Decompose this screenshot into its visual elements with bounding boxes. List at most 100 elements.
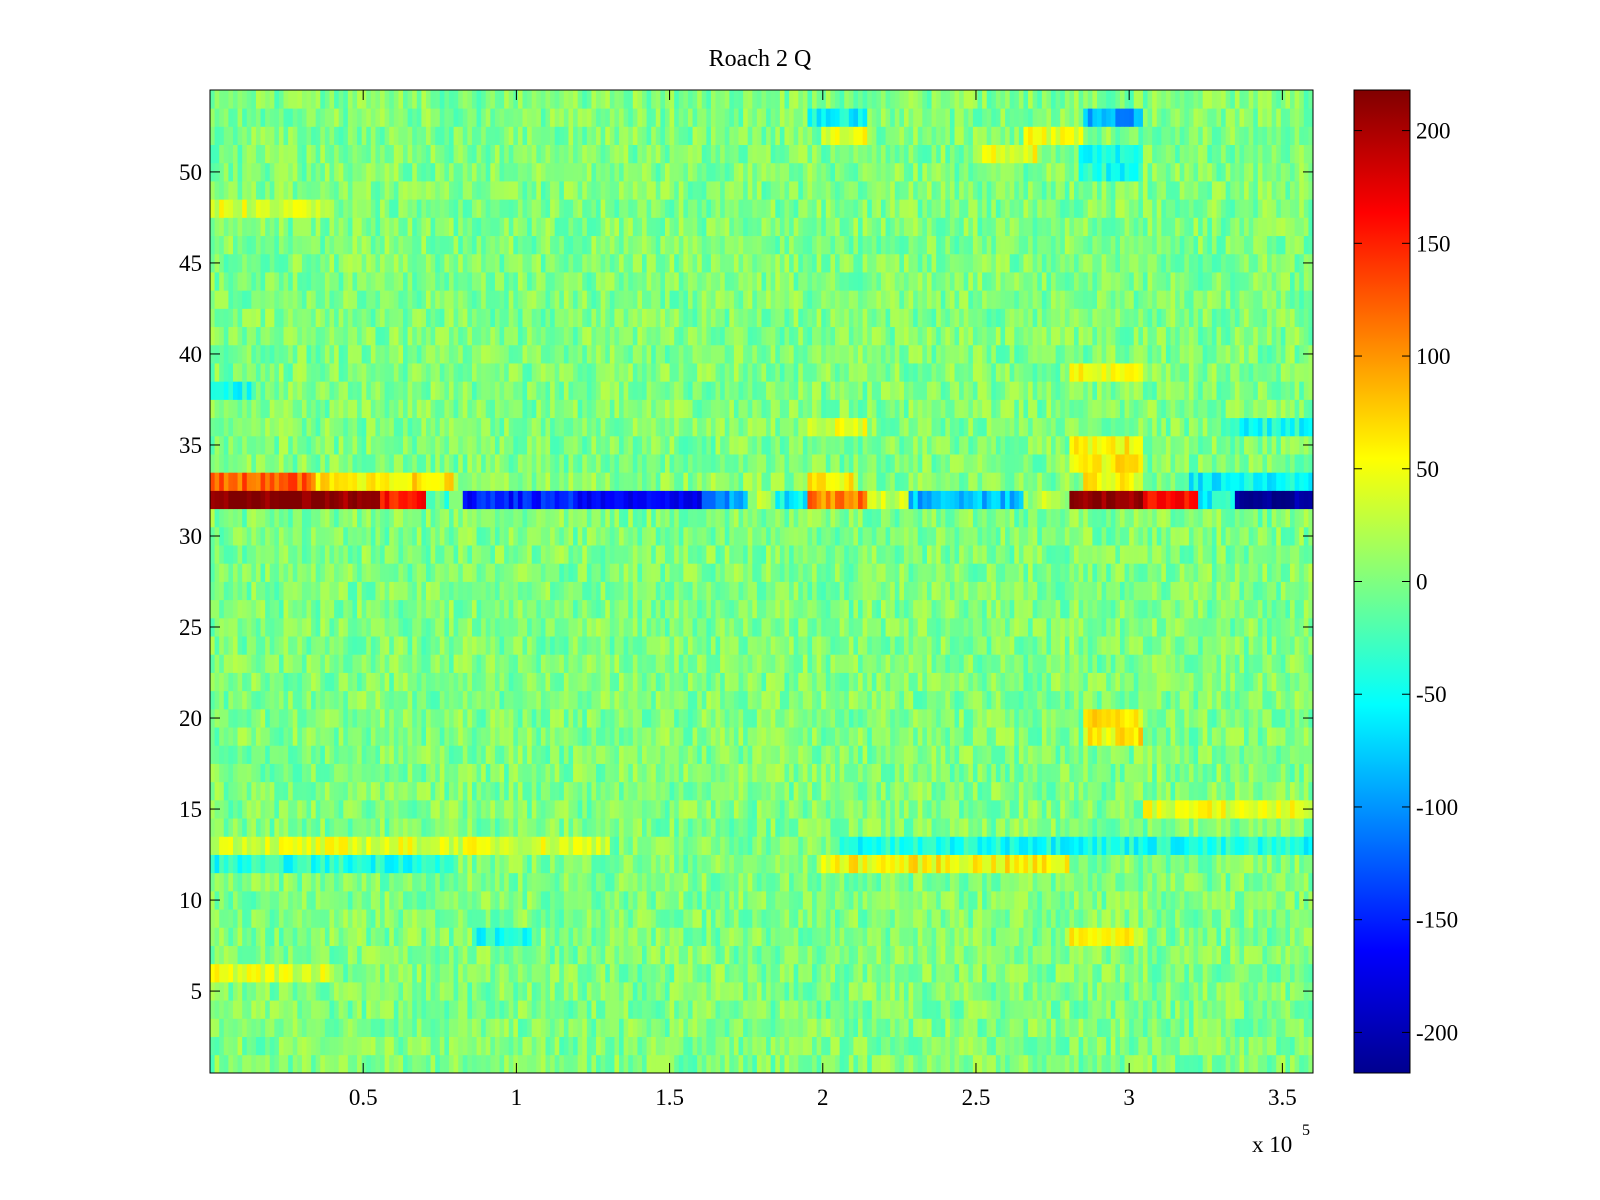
heatmap-cell [485, 1036, 491, 1056]
heatmap-cell [812, 781, 818, 801]
heatmap-cell [724, 854, 730, 874]
heatmap-cell [1051, 799, 1057, 819]
heatmap-cell [476, 927, 482, 946]
heatmap-cell [407, 727, 413, 746]
heatmap-cell [1106, 909, 1112, 928]
heatmap-cell [1023, 763, 1029, 783]
heatmap-cell [430, 981, 436, 1001]
heatmap-cell [623, 781, 629, 801]
heatmap-cell [963, 763, 969, 783]
heatmap-cell [389, 945, 395, 965]
heatmap-cell [320, 763, 326, 783]
heatmap-cell [573, 836, 579, 855]
heatmap-cell [1230, 909, 1236, 928]
heatmap-cell [738, 1000, 744, 1019]
heatmap-cell [995, 854, 1001, 874]
heatmap-cell [1087, 690, 1093, 710]
heatmap-cell [692, 981, 698, 1001]
heatmap-cell [1290, 745, 1296, 764]
heatmap-cell [1225, 818, 1231, 837]
heatmap-cell [536, 708, 542, 728]
heatmap-cell [228, 836, 234, 855]
heatmap-cell [1147, 745, 1153, 764]
heatmap-cell [1014, 1000, 1020, 1019]
heatmap-cell [821, 818, 827, 837]
heatmap-cell [352, 872, 358, 892]
heatmap-cell [793, 872, 799, 892]
heatmap-cell [1069, 708, 1075, 728]
heatmap-cell [237, 872, 243, 892]
heatmap-cell [844, 963, 850, 983]
heatmap-cell [972, 799, 978, 819]
heatmap-cell [481, 818, 487, 837]
heatmap-cell [940, 854, 946, 874]
heatmap-cell [297, 1000, 303, 1019]
heatmap-cell [499, 872, 505, 892]
heatmap-cell [835, 1018, 841, 1037]
heatmap-cell [605, 945, 611, 965]
heatmap-cell [1110, 745, 1116, 764]
heatmap-cell [288, 1018, 294, 1037]
heatmap-cell [536, 981, 542, 1001]
heatmap-cell [278, 854, 284, 874]
heatmap-cell [1110, 981, 1116, 1001]
heatmap-cell [559, 781, 565, 801]
heatmap-cell [1142, 927, 1148, 946]
heatmap-cell [729, 745, 735, 764]
heatmap-cell [426, 708, 431, 728]
heatmap-cell [426, 890, 431, 910]
heatmap-cell [1087, 763, 1093, 783]
heatmap-cell [1188, 781, 1194, 801]
heatmap-cell [1152, 836, 1158, 855]
heatmap-cell [554, 981, 560, 1001]
heatmap-cell [637, 836, 643, 855]
heatmap-cell [793, 818, 799, 837]
heatmap-cell [982, 854, 988, 874]
heatmap-cell [793, 727, 799, 746]
heatmap-cell [591, 708, 597, 728]
heatmap-cell [1202, 763, 1208, 783]
heatmap-cell [821, 1054, 827, 1074]
heatmap-cell [370, 1000, 376, 1019]
heatmap-cell [435, 945, 441, 965]
heatmap-cell [1175, 836, 1181, 855]
heatmap-cell [1119, 909, 1125, 928]
heatmap-cell [1078, 763, 1084, 783]
heatmap-cell [1119, 945, 1125, 965]
heatmap-cell [1005, 690, 1011, 710]
heatmap-cell [908, 727, 914, 746]
heatmap-cell [237, 890, 243, 910]
heatmap-cell [1009, 836, 1015, 855]
heatmap-cell [609, 854, 615, 874]
heatmap-cell [586, 745, 592, 764]
heatmap-cell [334, 927, 340, 946]
heatmap-cell [292, 745, 298, 764]
heatmap-cell [582, 708, 588, 728]
heatmap-cell [416, 890, 422, 910]
heatmap-cell [1280, 1000, 1286, 1019]
heatmap-cell [1175, 854, 1181, 874]
heatmap-cell [880, 945, 886, 965]
heatmap-cell [825, 1000, 831, 1019]
heatmap-cell [1267, 836, 1273, 855]
heatmap-cell [494, 909, 500, 928]
heatmap-cell [858, 708, 864, 728]
heatmap-cell [1253, 963, 1259, 983]
heatmap-cell [426, 854, 431, 874]
heatmap-cell [1280, 909, 1286, 928]
heatmap-cell [1101, 872, 1107, 892]
heatmap-cell [678, 981, 684, 1001]
heatmap-cell [1032, 981, 1038, 1001]
heatmap-cell [292, 981, 298, 1001]
heatmap-cell [968, 854, 974, 874]
heatmap-cell [1257, 909, 1263, 928]
heatmap-cell [1271, 981, 1277, 1001]
heatmap-cell [977, 763, 983, 783]
heatmap-cell [959, 799, 965, 819]
heatmap-cell [623, 1018, 629, 1037]
heatmap-cell [752, 1054, 758, 1074]
heatmap-cell [1193, 727, 1199, 746]
heatmap-cell [1133, 945, 1139, 965]
heatmap-cell [1032, 854, 1038, 874]
heatmap-cell [632, 909, 638, 928]
